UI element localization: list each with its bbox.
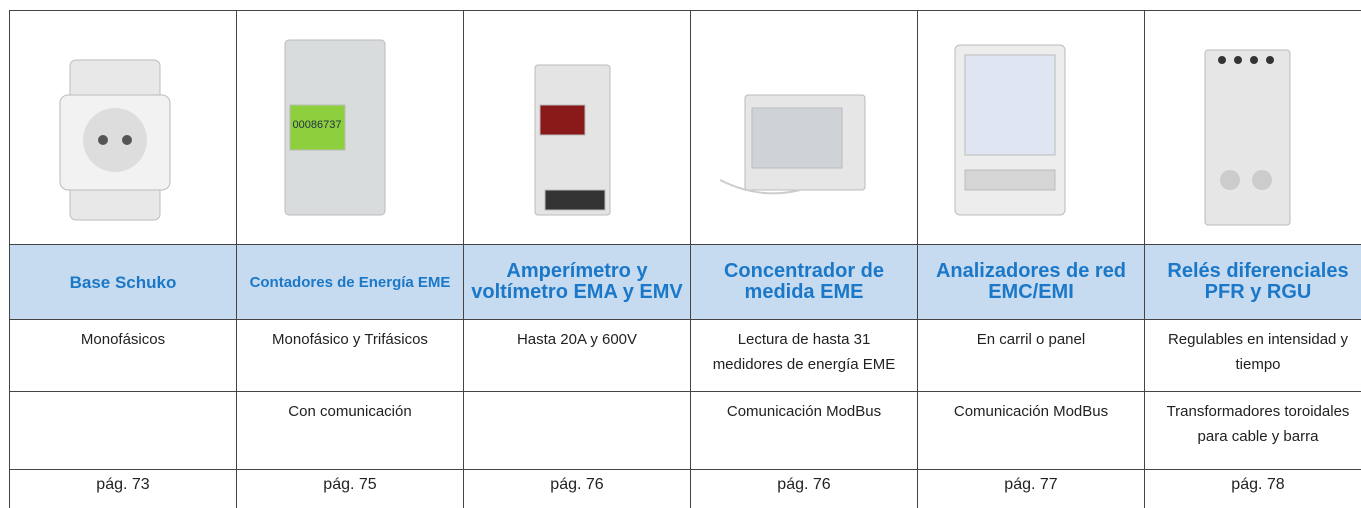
socket-image — [59, 59, 171, 221]
svg-text:00086737: 00086737 — [293, 119, 342, 131]
product-images: 00086737 — [59, 39, 1291, 226]
feature: En carril o panel — [917, 320, 1144, 392]
concentrator-image — [719, 94, 866, 195]
page-ref: pág. 76 — [690, 470, 917, 508]
page-ref-text: pág. 75 — [323, 476, 377, 493]
product-name-text: Concentrador de medida EME — [723, 260, 885, 303]
product-name-text: Amperímetro y voltímetro EMA y EMV — [471, 260, 683, 303]
product-name: Contadores de Energía EME — [236, 244, 463, 320]
product-name-text: Contadores de Energía EME — [249, 273, 451, 291]
feature-text: Con comunicación — [288, 403, 412, 420]
page-ref-text: pág. 77 — [1004, 476, 1058, 493]
product-name-text: Analizadores de red EMC/EMI — [935, 260, 1127, 303]
product-name: Amperímetro y voltímetro EMA y EMV — [463, 244, 690, 320]
feature-text: Regulables en intensidad y tiempo — [1167, 331, 1349, 373]
relay-image — [1204, 49, 1291, 226]
feature: Monofásicos — [9, 320, 236, 392]
feature-text: Lectura de hasta 31 medidores de energía… — [712, 331, 896, 373]
product-name: Concentrador de medida EME — [690, 244, 917, 320]
image-cell — [236, 10, 463, 244]
feature: Con comunicación — [236, 392, 463, 470]
page-ref: pág. 76 — [463, 470, 690, 508]
product-name: Analizadores de red EMC/EMI — [917, 244, 1144, 320]
page-ref: pág. 78 — [1144, 470, 1361, 508]
page-ref-text: pág. 76 — [550, 476, 604, 493]
page-ref-text: pág. 73 — [96, 476, 150, 493]
ammeter-image — [534, 64, 611, 216]
image-cell — [917, 10, 1144, 244]
feature — [9, 392, 236, 470]
feature: Transformadores toroidales para cable y … — [1144, 392, 1361, 470]
feature-text: Monofásico y Trifásicos — [272, 331, 428, 348]
feature-text: Monofásicos — [80, 331, 166, 348]
feature: Monofásico y Trifásicos — [236, 320, 463, 392]
page-ref: pág. 73 — [9, 470, 236, 508]
page-ref: pág. 75 — [236, 470, 463, 508]
feature: Comunicación ModBus — [690, 392, 917, 470]
feature-text: Comunicación ModBus — [953, 403, 1109, 420]
feature-text: Comunicación ModBus — [726, 403, 882, 420]
product-name: Relés diferenciales PFR y RGU — [1144, 244, 1361, 320]
feature-text: En carril o panel — [976, 331, 1086, 348]
image-cell — [463, 10, 690, 244]
product-name: Base Schuko — [9, 244, 236, 320]
page-ref-text: pág. 78 — [1231, 476, 1285, 493]
image-cell — [690, 10, 917, 244]
meter-image: 00086737 — [284, 39, 386, 216]
feature: Regulables en intensidad y tiempo — [1144, 320, 1361, 392]
product-name-text: Base Schuko — [69, 272, 177, 292]
image-cell — [9, 10, 236, 244]
feature: Lectura de hasta 31 medidores de energía… — [690, 320, 917, 392]
feature: Comunicación ModBus — [917, 392, 1144, 470]
page-ref-text: pág. 76 — [777, 476, 831, 493]
image-cell — [1144, 10, 1361, 244]
product-name-text: Relés diferenciales PFR y RGU — [1167, 260, 1349, 303]
analyzer-image — [954, 44, 1066, 216]
feature-text: Transformadores toroidales para cable y … — [1166, 403, 1350, 445]
feature — [463, 392, 690, 470]
feature: Hasta 20A y 600V — [463, 320, 690, 392]
page-ref: pág. 77 — [917, 470, 1144, 508]
feature-text: Hasta 20A y 600V — [516, 331, 638, 348]
